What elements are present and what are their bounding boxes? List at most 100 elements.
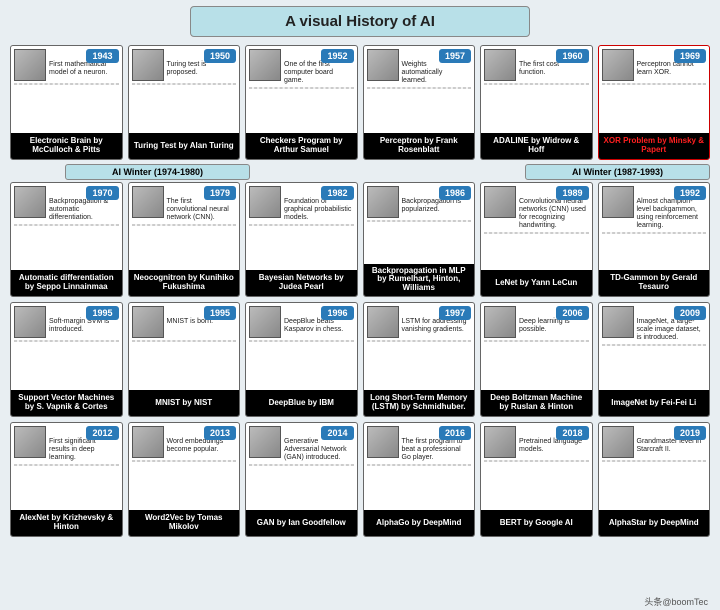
portrait-thumbnail bbox=[367, 186, 399, 218]
timeline-card: 2006Deep learning is possible.Deep Boltz… bbox=[480, 302, 593, 417]
year-badge: 1997 bbox=[439, 306, 471, 320]
portrait-thumbnail bbox=[14, 426, 46, 458]
card-caption: ImageNet by Fei-Fei Li bbox=[599, 390, 710, 416]
card-illustration bbox=[14, 224, 119, 226]
card-illustration bbox=[602, 232, 707, 234]
card-illustration bbox=[484, 83, 589, 85]
footer-credit: 头条@boomTec bbox=[644, 595, 708, 608]
timeline-card: 1992Almost champion-level backgammon, us… bbox=[598, 182, 711, 297]
year-badge: 1995 bbox=[204, 306, 236, 320]
card-caption: Automatic differentiation by Seppo Linna… bbox=[11, 270, 122, 296]
timeline-card: 1957Weights automatically learned.Percep… bbox=[363, 45, 476, 160]
portrait-thumbnail bbox=[14, 49, 46, 81]
card-illustration bbox=[132, 224, 237, 226]
card-caption: Deep Boltzman Machine by Ruslan & Hinton bbox=[481, 390, 592, 416]
timeline-card: 2019Grandmaster level in Starcraft II.Al… bbox=[598, 422, 711, 537]
card-illustration bbox=[484, 232, 589, 234]
timeline-card: 1943First mathematical model of a neuron… bbox=[10, 45, 123, 160]
timeline-card: 1982Foundation of graphical probabilisti… bbox=[245, 182, 358, 297]
year-badge: 2018 bbox=[556, 426, 588, 440]
year-badge: 1992 bbox=[674, 186, 706, 200]
portrait-thumbnail bbox=[602, 306, 634, 338]
timeline-card: 2013Word embeddings become popular.Word2… bbox=[128, 422, 241, 537]
portrait-thumbnail bbox=[602, 49, 634, 81]
timeline-row-3: 1995Soft-margin SVM is introduced.Suppor… bbox=[10, 302, 710, 417]
card-illustration bbox=[602, 344, 707, 346]
year-badge: 1995 bbox=[86, 306, 118, 320]
card-illustration bbox=[249, 340, 354, 342]
ai-winter-2-label: AI Winter (1987-1993) bbox=[525, 164, 710, 180]
card-caption: XOR Problem by Minsky & Papert bbox=[599, 133, 710, 159]
year-badge: 1960 bbox=[556, 49, 588, 63]
timeline-card: 2009ImageNet, a large-scale image datase… bbox=[598, 302, 711, 417]
portrait-thumbnail bbox=[484, 306, 516, 338]
timeline-card: 1995Soft-margin SVM is introduced.Suppor… bbox=[10, 302, 123, 417]
card-caption: MNIST by NIST bbox=[129, 390, 240, 416]
year-badge: 1982 bbox=[321, 186, 353, 200]
year-badge: 1969 bbox=[674, 49, 706, 63]
card-caption: Bayesian Networks by Judea Pearl bbox=[246, 270, 357, 296]
timeline-card: 2014Generative Adversarial Network (GAN)… bbox=[245, 422, 358, 537]
card-illustration bbox=[602, 83, 707, 85]
year-badge: 1986 bbox=[439, 186, 471, 200]
card-caption: Long Short-Term Memory (LSTM) by Schmidh… bbox=[364, 390, 475, 416]
portrait-thumbnail bbox=[249, 426, 281, 458]
year-badge: 2012 bbox=[86, 426, 118, 440]
card-illustration bbox=[14, 83, 119, 85]
year-badge: 1943 bbox=[86, 49, 118, 63]
card-caption: Electronic Brain by McCulloch & Pitts bbox=[11, 133, 122, 159]
year-badge: 2009 bbox=[674, 306, 706, 320]
card-caption: Neocognitron by Kunihiko Fukushima bbox=[129, 270, 240, 296]
year-badge: 1979 bbox=[204, 186, 236, 200]
card-illustration bbox=[367, 220, 472, 222]
portrait-thumbnail bbox=[367, 49, 399, 81]
timeline-row-2: 1970Backpropagation & automatic differen… bbox=[10, 182, 710, 297]
portrait-thumbnail bbox=[132, 306, 164, 338]
year-badge: 2006 bbox=[556, 306, 588, 320]
portrait-thumbnail bbox=[602, 186, 634, 218]
portrait-thumbnail bbox=[132, 186, 164, 218]
card-illustration bbox=[132, 340, 237, 342]
portrait-thumbnail bbox=[484, 426, 516, 458]
card-illustration bbox=[484, 340, 589, 342]
card-illustration bbox=[132, 460, 237, 462]
card-caption: AlexNet by Krizhevsky & Hinton bbox=[11, 510, 122, 536]
card-caption: Checkers Program by Arthur Samuel bbox=[246, 133, 357, 159]
card-caption: DeepBlue by IBM bbox=[246, 390, 357, 416]
card-illustration bbox=[602, 460, 707, 462]
card-caption: Perceptron by Frank Rosenblatt bbox=[364, 133, 475, 159]
timeline-card: 1986Backpropagation is popularized.Backp… bbox=[363, 182, 476, 297]
timeline-card: 2012First significant results in deep le… bbox=[10, 422, 123, 537]
portrait-thumbnail bbox=[132, 426, 164, 458]
portrait-thumbnail bbox=[367, 306, 399, 338]
card-caption: BERT by Google AI bbox=[481, 510, 592, 536]
card-illustration bbox=[484, 460, 589, 462]
card-caption: TD-Gammon by Gerald Tesauro bbox=[599, 270, 710, 296]
ai-winter-1-label: AI Winter (1974-1980) bbox=[65, 164, 250, 180]
portrait-thumbnail bbox=[14, 306, 46, 338]
year-badge: 1989 bbox=[556, 186, 588, 200]
portrait-thumbnail bbox=[14, 186, 46, 218]
timeline-card: 1996DeepBlue beats Kasparov in chess.Dee… bbox=[245, 302, 358, 417]
card-illustration bbox=[14, 340, 119, 342]
card-caption: Support Vector Machines by S. Vapnik & C… bbox=[11, 390, 122, 416]
timeline-card: 2018Pretrained language models.BERT by G… bbox=[480, 422, 593, 537]
year-badge: 1970 bbox=[86, 186, 118, 200]
timeline-row-4: 2012First significant results in deep le… bbox=[10, 422, 710, 537]
year-badge: 1952 bbox=[321, 49, 353, 63]
card-caption: AlphaStar by DeepMind bbox=[599, 510, 710, 536]
portrait-thumbnail bbox=[249, 49, 281, 81]
ai-winter-row: AI Winter (1974-1980) AI Winter (1987-19… bbox=[10, 164, 710, 180]
timeline-card: 1997LSTM for addressing vanishing gradie… bbox=[363, 302, 476, 417]
year-badge: 2019 bbox=[674, 426, 706, 440]
portrait-thumbnail bbox=[249, 186, 281, 218]
page-title: A visual History of AI bbox=[190, 6, 530, 37]
timeline-card: 1989Convolutional neural networks (CNN) … bbox=[480, 182, 593, 297]
year-badge: 2014 bbox=[321, 426, 353, 440]
portrait-thumbnail bbox=[602, 426, 634, 458]
portrait-thumbnail bbox=[249, 306, 281, 338]
timeline-row-1: 1943First mathematical model of a neuron… bbox=[10, 45, 710, 160]
card-illustration bbox=[132, 83, 237, 85]
timeline-card: 1952One of the first computer board game… bbox=[245, 45, 358, 160]
portrait-thumbnail bbox=[484, 49, 516, 81]
